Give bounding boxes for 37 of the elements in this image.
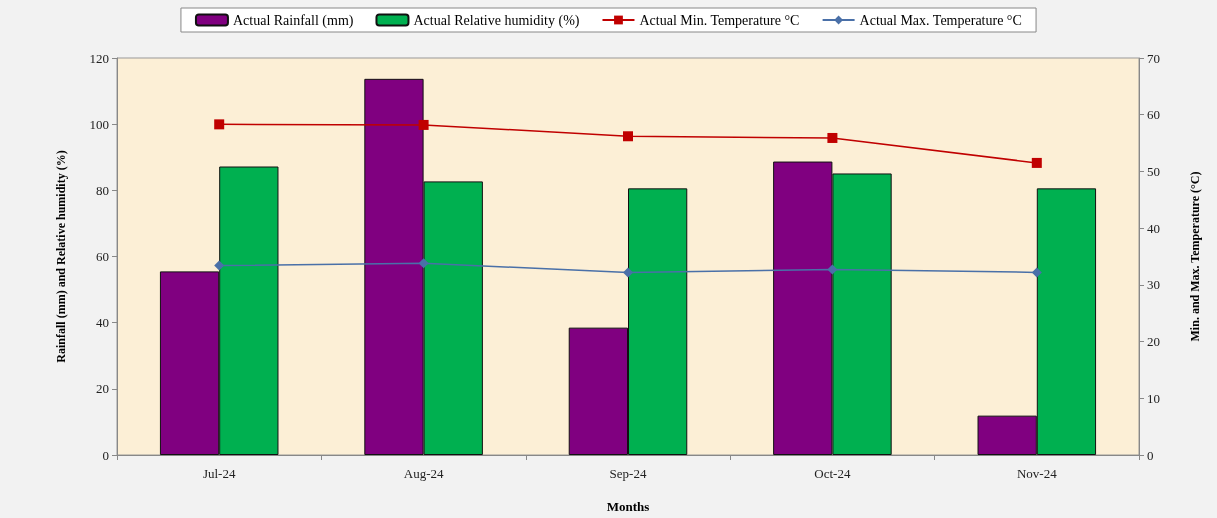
y-tick-label: 80 [96, 182, 109, 198]
y2-tick-label: 40 [1147, 220, 1160, 236]
y2-tick-label: 20 [1147, 334, 1160, 350]
y2-axis-title: Min. and Max. Temperature (°C) [1188, 171, 1202, 342]
y2-tick-label: 30 [1147, 277, 1160, 293]
point [214, 119, 225, 130]
point [418, 119, 429, 130]
x-tick-label: Jul-24 [202, 466, 236, 481]
point [827, 132, 838, 143]
point [623, 267, 633, 278]
legend-label: Actual Min. Temperature °C [639, 12, 800, 28]
point [1031, 267, 1042, 278]
point [214, 260, 225, 271]
y2-tick-label: 10 [1147, 390, 1160, 406]
point [418, 258, 429, 269]
legend-label: Actual Rainfall (mm) [232, 12, 354, 29]
legend-label: Actual Relative humidity (%) [413, 12, 580, 29]
x-tick-label: Oct-24 [814, 466, 851, 481]
point [1031, 157, 1042, 168]
point [623, 131, 633, 142]
y2-tick-label: 50 [1147, 163, 1160, 179]
y-tick-label: 100 [89, 116, 109, 132]
y-tick-label: 0 [102, 447, 109, 463]
y-axis-title: Rainfall (mm) and Relative humidity (%) [54, 150, 68, 363]
y2-tick-label: 0 [1147, 447, 1154, 463]
y2-tick-label: 70 [1147, 50, 1160, 66]
x-tick-label: Aug-24 [403, 466, 444, 481]
x-axis-title: Months [606, 499, 650, 514]
x-tick-label: Sep-24 [609, 466, 647, 481]
y2-tick-label: 60 [1147, 107, 1160, 123]
legend-label: Actual Max. Temperature °C [859, 12, 1022, 28]
y-tick-label: 120 [89, 50, 109, 66]
y-tick-label: 20 [96, 381, 109, 397]
y-tick-label: 40 [96, 315, 109, 331]
y-tick-label: 60 [96, 249, 109, 264]
x-tick-label: Nov-24 [1016, 466, 1058, 481]
point [827, 264, 838, 275]
